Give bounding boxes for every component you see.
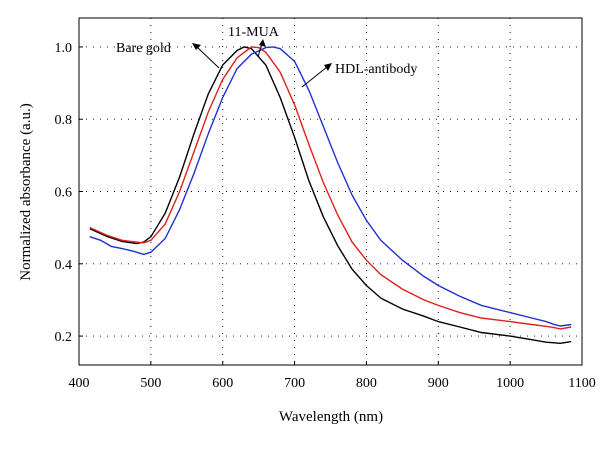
annotation-bare-gold: Bare gold [116,41,220,69]
y-tick-label: 0.6 [55,186,73,201]
y-tick-label: 0.4 [55,258,73,273]
y-axis-ticks: 0.2 0.4 0.6 0.8 1.0 [55,41,83,345]
annotation-hdl-antibody-arrow [301,66,328,88]
series-line-bare-gold [89,46,572,345]
annotation-11-mua-text: 11-MUA [228,25,280,40]
x-axis-label: Wavelength (nm) [279,409,383,425]
annotation-bare-gold-arrowhead [192,43,201,50]
x-tick-label: 1000 [496,376,524,391]
annotation-bare-gold-arrow [196,46,220,69]
grid-lines [79,18,582,365]
x-tick-label: 900 [428,376,449,391]
x-tick-label: 400 [69,376,90,391]
x-axis-ticks: 400 500 600 700 800 900 1000 1100 [69,361,596,391]
x-tick-label: 1100 [568,376,595,391]
annotation-hdl-antibody: HDL-antibody [301,62,417,88]
annotation-11-mua-arrowhead [259,39,266,47]
x-tick-label: 700 [284,376,305,391]
y-axis-label: Normalized absorbance (a.u.) [18,103,34,280]
annotation-11-mua: 11-MUA [228,25,280,58]
series-line-11-mua [89,46,572,330]
annotation-hdl-antibody-text: HDL-antibody [335,62,417,77]
y-tick-label: 1.0 [55,41,73,56]
x-tick-label: 500 [140,376,161,391]
x-tick-label: 600 [212,376,233,391]
annotation-hdl-antibody-arrowhead [324,63,332,71]
series-lines [89,46,572,345]
x-tick-label: 800 [356,376,377,391]
annotation-bare-gold-text: Bare gold [116,41,171,56]
y-tick-label: 0.2 [55,330,73,345]
y-tick-label: 0.8 [55,113,73,128]
series-line-hdl-antibody [89,46,572,327]
